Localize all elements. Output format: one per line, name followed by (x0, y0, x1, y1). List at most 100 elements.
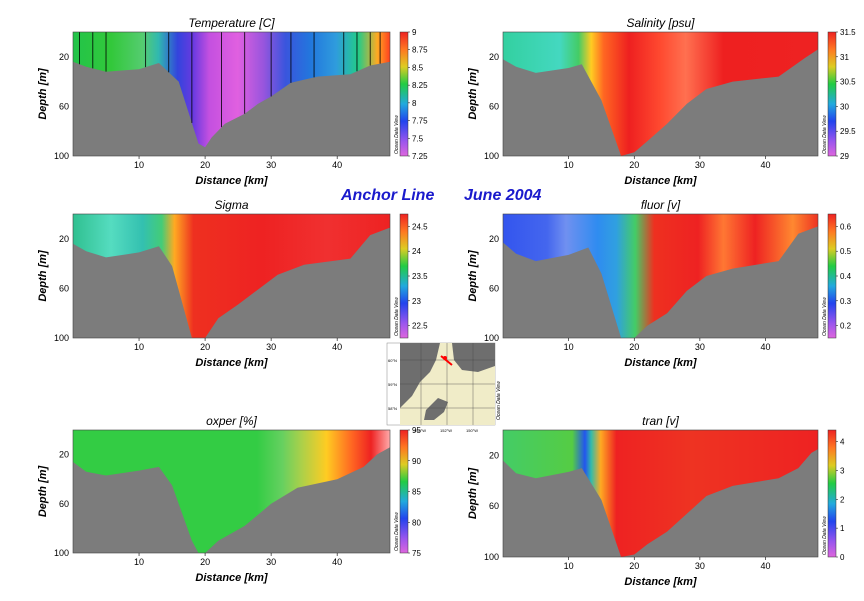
tran-seafloor (503, 449, 818, 557)
colorbar-tick-label: 31 (840, 53, 849, 62)
colorbar-tick-label: 85 (412, 488, 421, 497)
map-lat-label: 60°N (388, 358, 397, 363)
colorbar-tick-label: 7.25 (412, 152, 428, 161)
salinity-watermark: Ocean Data View (822, 115, 828, 154)
map-lat-label: 59°N (388, 382, 397, 387)
colorbar-tick-label: 30 (840, 102, 849, 111)
x-tick-label: 30 (266, 557, 276, 567)
oxper-panel: oxper [%] 10 20 30 40 20 60 100 Distance [km] Dep… (37, 414, 421, 584)
temperature-seafloor (73, 61, 390, 156)
x-tick-label: 10 (134, 160, 144, 170)
y-tick-label: 100 (484, 151, 499, 161)
tran-x-axis-label: Distance [km] (624, 576, 696, 588)
oxper-watermark: Ocean Data View (394, 512, 400, 551)
colorbar-tick-label: 29 (840, 152, 849, 161)
x-tick-label: 30 (695, 561, 705, 571)
y-tick-label: 20 (489, 52, 499, 62)
colorbar-tick-label: 7.75 (412, 117, 428, 126)
colorbar-tick-label: 80 (412, 518, 421, 527)
colorbar-tick-label: 29.5 (840, 127, 856, 136)
oxper-plot-frame (72, 429, 391, 554)
fluor-plot-frame (502, 213, 819, 339)
colorbar-tick-label: 22.5 (412, 322, 428, 331)
tran-watermark: Ocean Data View (822, 516, 828, 555)
salinity-plot-frame (502, 31, 819, 157)
temperature-x-axis-label: Distance [km] (195, 175, 267, 187)
x-tick-label: 30 (266, 342, 276, 352)
colorbar-tick-label: 23.5 (412, 272, 428, 281)
x-tick-label: 20 (200, 342, 210, 352)
x-tick-label: 10 (564, 342, 574, 352)
colorbar-tick-label: 24 (412, 247, 421, 256)
y-tick-label: 20 (59, 234, 69, 244)
sigma-y-axis-label: Depth [m] (37, 250, 49, 302)
oxper-x-axis-label: Distance [km] (195, 572, 267, 584)
x-tick-label: 40 (332, 160, 342, 170)
y-tick-label: 20 (59, 450, 69, 460)
sigma-plot-frame (72, 213, 391, 339)
colorbar-tick-label: 2 (840, 495, 845, 504)
fluor-seafloor (503, 226, 818, 338)
map-land-west (400, 343, 440, 408)
fluor-colorbar (827, 213, 837, 339)
colorbar-tick-label: 9 (412, 28, 417, 37)
sigma-colorbar (399, 213, 409, 339)
y-tick-label: 60 (489, 501, 499, 511)
x-tick-label: 30 (695, 342, 705, 352)
salinity-x-axis-label: Distance [km] (624, 175, 696, 187)
x-tick-label: 30 (266, 160, 276, 170)
fluor-y-axis-label: Depth [m] (467, 250, 479, 302)
map-island (424, 398, 448, 420)
x-tick-label: 40 (332, 342, 342, 352)
map-lon-label: 150°W (466, 428, 478, 433)
colorbar-tick-label: 23 (412, 297, 421, 306)
tran-title: tran [v] (642, 414, 679, 428)
colorbar-tick-label: 8.5 (412, 63, 424, 72)
colorbar-tick-label: 0.6 (840, 222, 852, 231)
sigma-seafloor (73, 227, 390, 338)
map-station-track (440, 355, 453, 366)
fluor-watermark: Ocean Data View (822, 297, 828, 336)
x-tick-label: 40 (760, 160, 770, 170)
y-tick-label: 20 (59, 52, 69, 62)
colorbar-tick-label: 24.5 (412, 222, 428, 231)
y-tick-label: 100 (484, 333, 499, 343)
y-tick-label: 100 (484, 552, 499, 562)
tran-y-axis-label: Depth [m] (467, 468, 479, 520)
x-tick-label: 30 (695, 160, 705, 170)
colorbar-tick-label: 30.5 (840, 78, 856, 87)
x-tick-label: 10 (134, 342, 144, 352)
colorbar-tick-label: 0.5 (840, 247, 852, 256)
salinity-panel: Salinity [psu] 10 20 30 40 20 60 100 Distance [k… (467, 16, 856, 187)
temperature-title: Temperature [C] (188, 16, 275, 30)
map-grid (400, 343, 495, 425)
map-land-northeast (452, 343, 495, 372)
inset-map: 60°N 59°N 58°N 154°W 152°W 150°W Ocean D… (386, 342, 502, 433)
fluor-title: fluor [v] (641, 198, 681, 212)
colorbar-tick-label: 0 (840, 553, 845, 562)
colorbar-tick-label: 95 (412, 426, 421, 435)
sigma-watermark: Ocean Data View (394, 297, 400, 336)
x-tick-label: 40 (332, 557, 342, 567)
y-tick-label: 60 (59, 499, 69, 509)
y-tick-label: 20 (489, 450, 499, 460)
y-tick-label: 60 (489, 283, 499, 293)
y-tick-label: 20 (489, 234, 499, 244)
colorbar-tick-label: 90 (412, 457, 421, 466)
x-tick-label: 20 (200, 557, 210, 567)
colorbar-tick-label: 8.75 (412, 46, 428, 55)
x-tick-label: 10 (564, 160, 574, 170)
y-tick-label: 60 (489, 101, 499, 111)
tran-plot-frame (502, 429, 819, 558)
salinity-title: Salinity [psu] (626, 16, 695, 30)
x-tick-label: 20 (629, 160, 639, 170)
main-title-line: Anchor Line (340, 187, 434, 204)
map-watermark: Ocean Data View (496, 381, 502, 420)
sigma-x-axis-label: Distance [km] (195, 357, 267, 369)
colorbar-tick-label: 0.3 (840, 297, 852, 306)
y-tick-label: 60 (59, 101, 69, 111)
sigma-panel: Sigma 10 20 30 40 20 60 100 Distance [km] Depth [… (37, 198, 428, 369)
y-tick-label: 100 (54, 548, 69, 558)
map-station-marker (443, 356, 447, 360)
